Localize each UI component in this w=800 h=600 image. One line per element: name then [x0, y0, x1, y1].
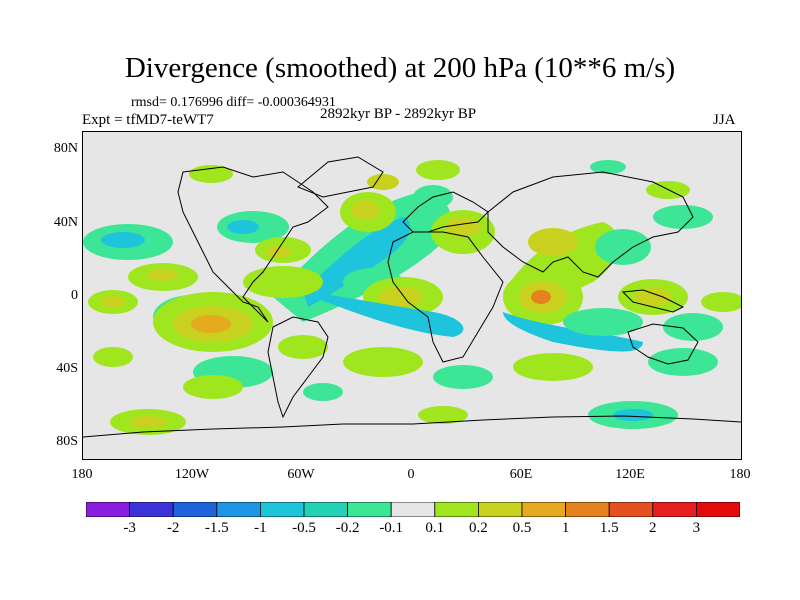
- field-blob: [278, 335, 328, 359]
- colorbar-swatch: [521, 501, 566, 518]
- season-label: JJA: [713, 112, 736, 128]
- field-blob: [303, 217, 411, 307]
- coastline-greenland: [297, 156, 384, 198]
- colorbar-label: 0.2: [469, 520, 488, 536]
- field-blob: [531, 290, 551, 304]
- lat-tick-label: 40N: [53, 215, 78, 230]
- field-blob: [243, 266, 323, 298]
- lon-tick-label: 120W: [174, 467, 210, 482]
- lon-tick-label: 60E: [509, 467, 533, 482]
- field-blob: [528, 228, 578, 256]
- period-label: 2892kyr BP - 2892kyr BP: [320, 106, 477, 122]
- coastline-antarctica: [83, 415, 741, 438]
- field-blob: [379, 287, 423, 307]
- field-blob: [227, 220, 259, 234]
- field-blob: [101, 296, 125, 308]
- field-blob: [613, 409, 653, 421]
- field-blob: [93, 347, 133, 367]
- colorbar-swatch: [259, 501, 305, 518]
- colorbar-label: 1: [561, 520, 570, 536]
- field-blob: [148, 269, 178, 281]
- experiment-label: Expt = tfMD7-teWT7: [82, 112, 214, 128]
- colorbar-swatch: [608, 501, 654, 518]
- lon-tick-label: 120E: [615, 467, 645, 482]
- field-blob: [595, 229, 651, 265]
- field-blob: [663, 313, 723, 341]
- coastline-north-america: [177, 166, 329, 323]
- colorbar-swatch: [129, 501, 174, 518]
- field-blob: [590, 160, 626, 174]
- field-blob: [343, 347, 423, 377]
- lon-tick-label: 60W: [287, 467, 315, 482]
- lon-tick-label: 180: [729, 467, 751, 482]
- divergence-field: [83, 160, 741, 435]
- colorbar-label: 3: [692, 520, 701, 536]
- coastline-africa: [387, 231, 504, 363]
- colorbar-swatch: [390, 501, 436, 518]
- colorbar-label: -0.5: [292, 520, 316, 536]
- colorbar-swatch: [565, 501, 610, 518]
- colorbar-label: 0.5: [512, 520, 532, 536]
- colorbar: [85, 501, 741, 518]
- colorbar-swatch: [303, 501, 348, 518]
- colorbar-label: -0.2: [335, 520, 360, 536]
- coastline-australia: [627, 323, 699, 365]
- field-blob: [183, 375, 243, 399]
- field-blob: [130, 416, 166, 428]
- lat-tick-label: 0: [71, 288, 78, 303]
- coastline-south-america: [267, 316, 329, 419]
- field-blob: [445, 217, 481, 237]
- lon-tick-label: 0: [407, 467, 415, 482]
- field-blob: [648, 348, 718, 376]
- colorbar-label: -3: [123, 520, 136, 536]
- lon-tick-label: 180: [71, 467, 93, 482]
- colorbar-swatch: [477, 501, 523, 518]
- field-blob: [653, 205, 713, 229]
- colorbar-swatch: [216, 501, 261, 518]
- divergence-map: [83, 156, 741, 438]
- field-blob: [265, 246, 291, 258]
- field-blob: [433, 365, 493, 389]
- colorbar-swatch: [85, 501, 130, 518]
- coastline-asia: [487, 171, 694, 278]
- colorbar-label: -2: [166, 520, 180, 536]
- field-blob: [563, 308, 643, 336]
- colorbar-swatch: [347, 501, 392, 518]
- colorbar-label: -1.5: [204, 520, 229, 536]
- colorbar-swatch: [172, 501, 218, 518]
- field-blob: [367, 174, 399, 190]
- coastline-maritime: [621, 289, 685, 313]
- colorbar-label: -0.1: [379, 520, 404, 536]
- statistics-text: rmsd= 0.176996 diff= -0.000364931: [131, 95, 336, 110]
- colorbar-swatches: [85, 501, 741, 518]
- colorbar-label: 2: [649, 520, 657, 536]
- colorbar-swatch: [696, 501, 741, 518]
- map-panel: [82, 131, 742, 460]
- field-blob: [701, 292, 741, 312]
- coastlines: [83, 156, 741, 438]
- field-blob: [351, 200, 379, 220]
- map-title: Divergence (smoothed) at 200 hPa (10**6 …: [124, 52, 676, 84]
- field-blob: [303, 383, 343, 401]
- field-blob: [635, 288, 671, 306]
- colorbar-label: 0.1: [425, 520, 445, 536]
- lat-tick-label: 40S: [56, 361, 78, 376]
- colorbar-swatch: [652, 501, 697, 518]
- field-blob: [101, 232, 145, 248]
- lat-tick-label: 80S: [56, 434, 78, 449]
- lat-tick-label: 80N: [53, 141, 78, 156]
- field-blob: [418, 406, 468, 424]
- colorbar-swatch: [434, 501, 479, 518]
- colorbar-label: -1: [254, 520, 267, 536]
- field-blob: [503, 312, 643, 352]
- colorbar-label: 1.5: [599, 520, 619, 536]
- field-blob: [313, 292, 464, 337]
- field-blob: [513, 353, 593, 381]
- field-blob: [416, 160, 460, 180]
- field-blob: [191, 315, 231, 333]
